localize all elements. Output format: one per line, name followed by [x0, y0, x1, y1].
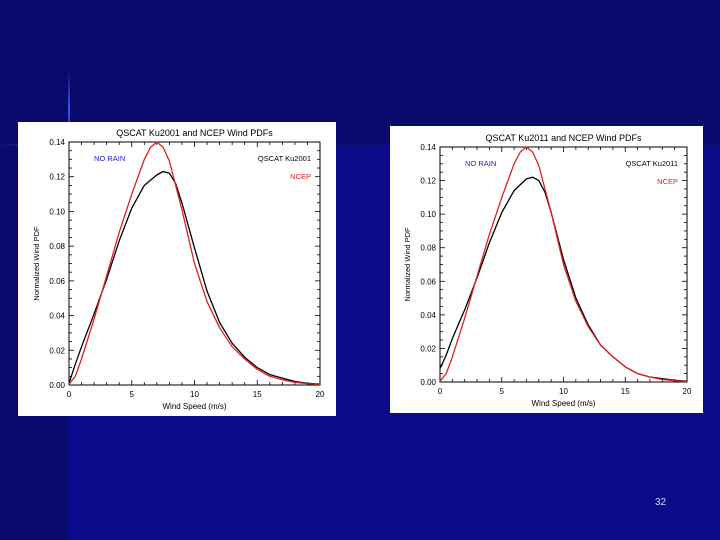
x-axis-label: Wind Speed (m/s) — [162, 402, 226, 411]
chart-panel-ku2011: QSCAT Ku2011 and NCEP Wind PDFs 0 5 10 15 20 0… — [390, 126, 703, 413]
no-rain-annotation: NO RAIN — [465, 159, 496, 168]
y-tick-label: 0.08 — [420, 244, 436, 253]
x-tick-label: 10 — [190, 390, 199, 399]
legend-entry: QSCAT Ku2011 — [625, 159, 678, 168]
y-tick-label: 0.12 — [49, 173, 65, 182]
y-tick-label: 0.04 — [420, 311, 436, 320]
legend-entry: NCEP — [657, 177, 678, 186]
x-tick-label: 0 — [438, 387, 443, 396]
x-tick-label: 15 — [621, 387, 630, 396]
y-tick-label: 0.00 — [420, 378, 436, 387]
y-tick-label: 0.14 — [49, 138, 65, 147]
no-rain-annotation: NO RAIN — [94, 154, 125, 163]
y-tick-label: 0.12 — [420, 177, 436, 186]
background-band-top — [0, 0, 720, 145]
chart-title: QSCAT Ku2011 and NCEP Wind PDFs — [486, 133, 642, 143]
x-tick-label: 20 — [683, 387, 692, 396]
legend-entry: QSCAT Ku2001 — [258, 154, 311, 163]
y-tick-label: 0.02 — [420, 344, 436, 353]
y-axis-label: Normalized Wind PDF — [32, 226, 41, 301]
series-line-ncep — [439, 146, 688, 383]
y-tick-label: 0.10 — [420, 210, 436, 219]
y-tick-label: 0.14 — [420, 143, 436, 152]
series-line-ncep — [68, 141, 321, 386]
x-axis-label: Wind Speed (m/s) — [531, 399, 595, 408]
y-tick-label: 0.10 — [49, 207, 65, 216]
wind-pdf-chart-ku2011: QSCAT Ku2011 and NCEP Wind PDFs 0 5 10 15 20 0… — [403, 133, 692, 408]
x-tick-label: 20 — [316, 390, 325, 399]
series-line-qscat — [439, 176, 688, 382]
slide-number: 32 — [655, 497, 667, 508]
x-tick-label: 5 — [130, 390, 135, 399]
x-tick-label: 5 — [500, 387, 505, 396]
x-tick-label: 0 — [67, 390, 72, 399]
chart-title: QSCAT Ku2001 and NCEP Wind PDFs — [116, 128, 273, 138]
wind-pdf-chart-ku2001: QSCAT Ku2001 and NCEP Wind PDFs 0 5 10 15 20 0… — [32, 128, 325, 411]
y-tick-label: 0.04 — [49, 312, 65, 321]
decorative-glow-line-vertical — [68, 70, 70, 150]
legend-entry: NCEP — [290, 172, 311, 181]
y-axis-label: Normalized Wind PDF — [403, 227, 412, 302]
x-tick-label: 15 — [253, 390, 262, 399]
y-tick-label: 0.06 — [420, 277, 436, 286]
y-tick-label: 0.02 — [49, 346, 65, 355]
y-tick-label: 0.00 — [49, 381, 65, 390]
x-tick-label: 10 — [559, 387, 568, 396]
y-tick-label: 0.08 — [49, 242, 65, 251]
y-tick-label: 0.06 — [49, 277, 65, 286]
chart-panel-ku2001: QSCAT Ku2001 and NCEP Wind PDFs 0 5 10 15 20 0… — [18, 122, 336, 416]
